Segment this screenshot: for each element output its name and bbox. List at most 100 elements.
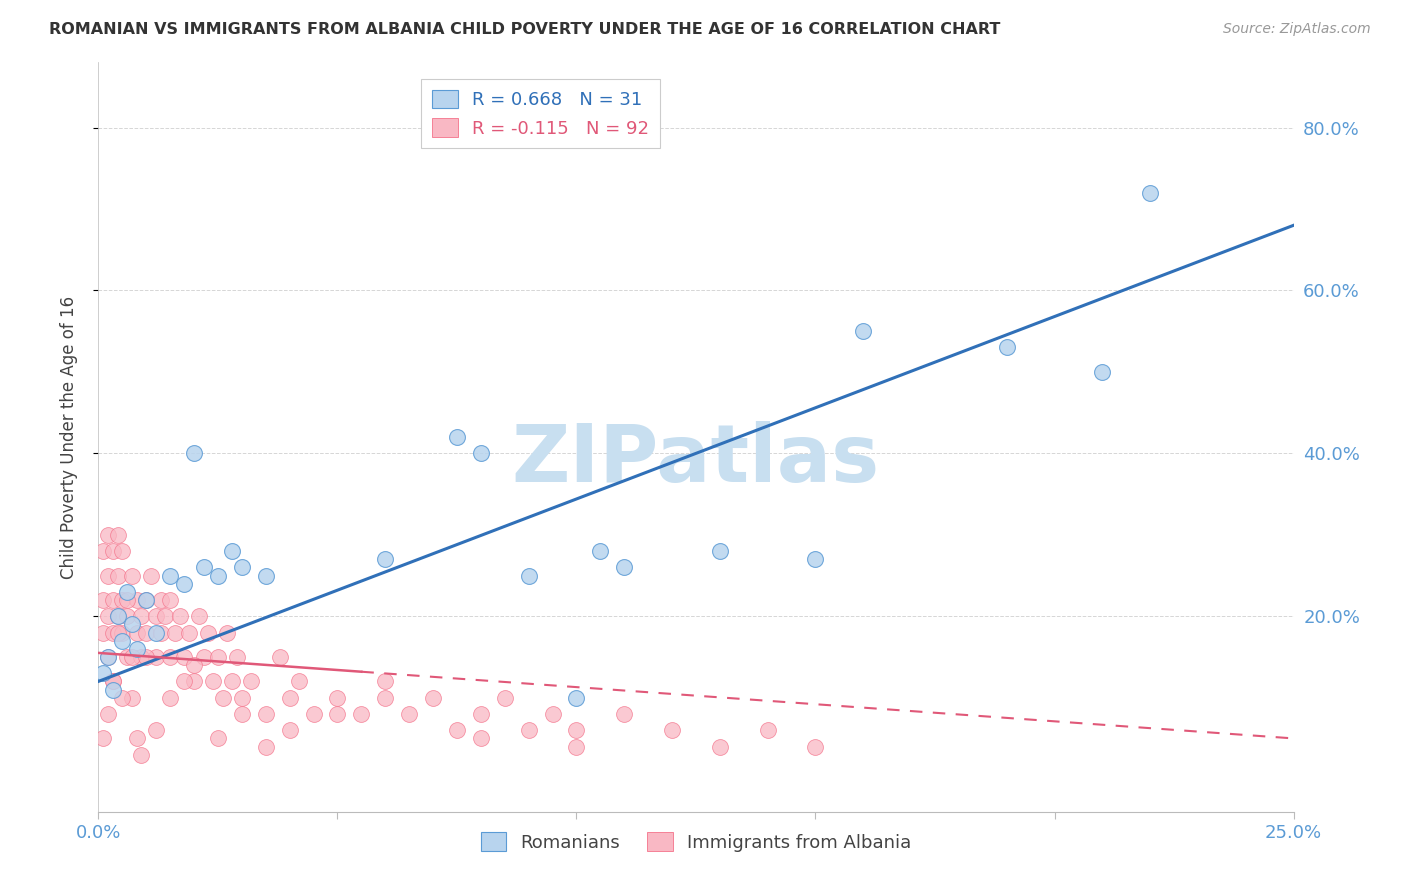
Point <box>97 609 120 624</box>
Point <box>1091 365 1114 379</box>
Point <box>565 739 588 754</box>
Point <box>709 544 731 558</box>
Point <box>107 568 129 582</box>
Point <box>197 625 219 640</box>
Point <box>107 609 129 624</box>
Point <box>565 690 588 705</box>
Point <box>231 690 253 705</box>
Point <box>139 568 162 582</box>
Point <box>221 544 243 558</box>
Point <box>374 690 396 705</box>
Text: ZIPatlas: ZIPatlas <box>512 420 880 499</box>
Point <box>470 706 492 721</box>
Point <box>91 593 114 607</box>
Point <box>107 625 129 640</box>
Point <box>193 650 215 665</box>
Point <box>350 706 373 721</box>
Point <box>159 593 181 607</box>
Point <box>254 739 277 754</box>
Point <box>231 706 253 721</box>
Point <box>107 528 129 542</box>
Point <box>149 593 172 607</box>
Point <box>613 706 636 721</box>
Point <box>187 609 209 624</box>
Point <box>145 609 167 624</box>
Point <box>374 552 396 566</box>
Point <box>101 674 124 689</box>
Point <box>149 625 172 640</box>
Point <box>661 723 683 738</box>
Point <box>101 674 124 689</box>
Point <box>374 674 396 689</box>
Point <box>269 650 291 665</box>
Point <box>852 324 875 338</box>
Point <box>278 690 301 705</box>
Point <box>163 625 186 640</box>
Point <box>97 528 120 542</box>
Point <box>111 633 134 648</box>
Point <box>804 552 827 566</box>
Point <box>121 617 143 632</box>
Point <box>193 560 215 574</box>
Point <box>155 609 177 624</box>
Point <box>226 650 249 665</box>
Point <box>111 593 134 607</box>
Point <box>159 568 181 582</box>
Point <box>107 609 129 624</box>
Point <box>91 625 114 640</box>
Point <box>125 731 148 746</box>
Point <box>135 593 157 607</box>
Point <box>91 666 114 681</box>
Point <box>101 625 124 640</box>
Point <box>115 609 138 624</box>
Point <box>589 544 612 558</box>
Point <box>254 706 277 721</box>
Point <box>145 650 167 665</box>
Point <box>145 723 167 738</box>
Point <box>173 674 195 689</box>
Point <box>470 446 492 460</box>
Point <box>111 625 134 640</box>
Point <box>709 739 731 754</box>
Point <box>446 430 468 444</box>
Point <box>101 544 124 558</box>
Point <box>115 650 138 665</box>
Y-axis label: Child Poverty Under the Age of 16: Child Poverty Under the Age of 16 <box>59 295 77 579</box>
Point <box>278 723 301 738</box>
Point <box>217 625 239 640</box>
Point <box>121 568 143 582</box>
Point <box>207 731 229 746</box>
Point <box>517 568 540 582</box>
Point <box>125 625 148 640</box>
Point <box>101 682 124 697</box>
Point <box>125 593 148 607</box>
Point <box>91 544 114 558</box>
Point <box>131 650 153 665</box>
Point <box>446 723 468 738</box>
Point <box>125 641 148 656</box>
Point <box>207 568 229 582</box>
Point <box>91 731 114 746</box>
Point <box>517 723 540 738</box>
Point <box>159 690 181 705</box>
Point <box>159 650 181 665</box>
Point <box>121 650 143 665</box>
Point <box>422 690 444 705</box>
Point <box>613 560 636 574</box>
Point <box>115 584 138 599</box>
Point <box>97 650 120 665</box>
Point <box>183 674 205 689</box>
Point <box>398 706 420 721</box>
Point <box>183 446 205 460</box>
Point <box>221 674 243 689</box>
Legend: Romanians, Immigrants from Albania: Romanians, Immigrants from Albania <box>474 825 918 859</box>
Point <box>254 568 277 582</box>
Point <box>111 690 134 705</box>
Point <box>494 690 516 705</box>
Point <box>121 690 143 705</box>
Point <box>101 593 124 607</box>
Point <box>97 706 120 721</box>
Point <box>135 593 157 607</box>
Point <box>183 658 205 673</box>
Point <box>756 723 779 738</box>
